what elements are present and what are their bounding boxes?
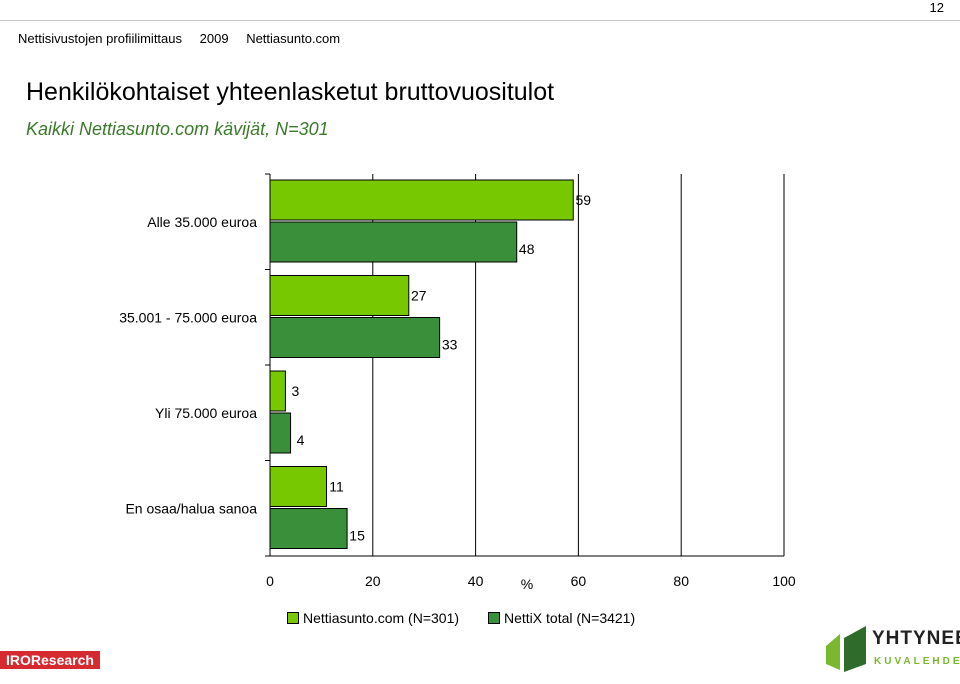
yhtyneet-kuvalehdet-logo: YHTYNEET KUVALEHDET xyxy=(822,624,960,674)
logo-line-1: YHTYNEET xyxy=(872,628,960,649)
category-label: Yli 75.000 euroa xyxy=(155,405,257,421)
header-line: Nettisivustojen profiilimittaus 2009 Net… xyxy=(18,31,354,46)
bar xyxy=(269,370,286,412)
bar xyxy=(269,412,292,454)
logo-line-2: KUVALEHDET xyxy=(874,656,960,667)
data-label: 33 xyxy=(442,337,458,353)
legend-item-2: NettiX total (N=3421) xyxy=(488,610,635,626)
bar xyxy=(269,466,328,507)
bar xyxy=(269,179,574,221)
x-tick-label: 100 xyxy=(772,573,796,589)
header-site: Nettisivustojen profiilimittaus xyxy=(18,31,183,46)
bar xyxy=(269,275,410,316)
page-number: 12 xyxy=(929,0,944,15)
data-label: 27 xyxy=(411,288,427,304)
legend-swatch-2 xyxy=(488,612,500,624)
x-tick-label: 40 xyxy=(468,573,484,589)
header-brand: Nettiasunto.com xyxy=(246,31,341,46)
legend-label-2: NettiX total (N=3421) xyxy=(504,610,636,626)
legend-swatch-1 xyxy=(287,612,299,624)
x-tick-label: 80 xyxy=(673,573,689,589)
iroresearch-logo: IROResearch xyxy=(0,651,100,669)
data-label: 4 xyxy=(297,432,305,448)
category-label: Alle 35.000 euroa xyxy=(147,214,257,230)
data-label: 11 xyxy=(329,479,344,495)
leaf-icon xyxy=(826,626,866,672)
data-label: 15 xyxy=(349,528,365,544)
data-label: 59 xyxy=(575,192,591,208)
page-title: Henkilökohtaiset yhteenlasketut bruttovu… xyxy=(26,78,555,106)
category-label: En osaa/halua sanoa xyxy=(125,500,257,516)
x-tick-label: 60 xyxy=(571,573,587,589)
header-divider xyxy=(0,20,960,21)
data-label: 48 xyxy=(519,241,535,257)
bar xyxy=(269,317,441,358)
bar xyxy=(269,221,518,263)
legend-label-1: Nettiasunto.com (N=301) xyxy=(303,610,460,626)
bar xyxy=(269,508,348,549)
category-label: 35.001 - 75.000 euroa xyxy=(119,309,257,325)
x-tick-label: 20 xyxy=(365,573,381,589)
legend-item-1: Nettiasunto.com (N=301) xyxy=(287,610,459,626)
data-label: 3 xyxy=(292,383,300,399)
x-axis-label: % xyxy=(521,576,533,592)
page-subtitle: Kaikki Nettiasunto.com kävijät, N=301 xyxy=(26,119,329,139)
header-year: 2009 xyxy=(199,31,229,46)
x-tick-label: 0 xyxy=(266,573,274,589)
